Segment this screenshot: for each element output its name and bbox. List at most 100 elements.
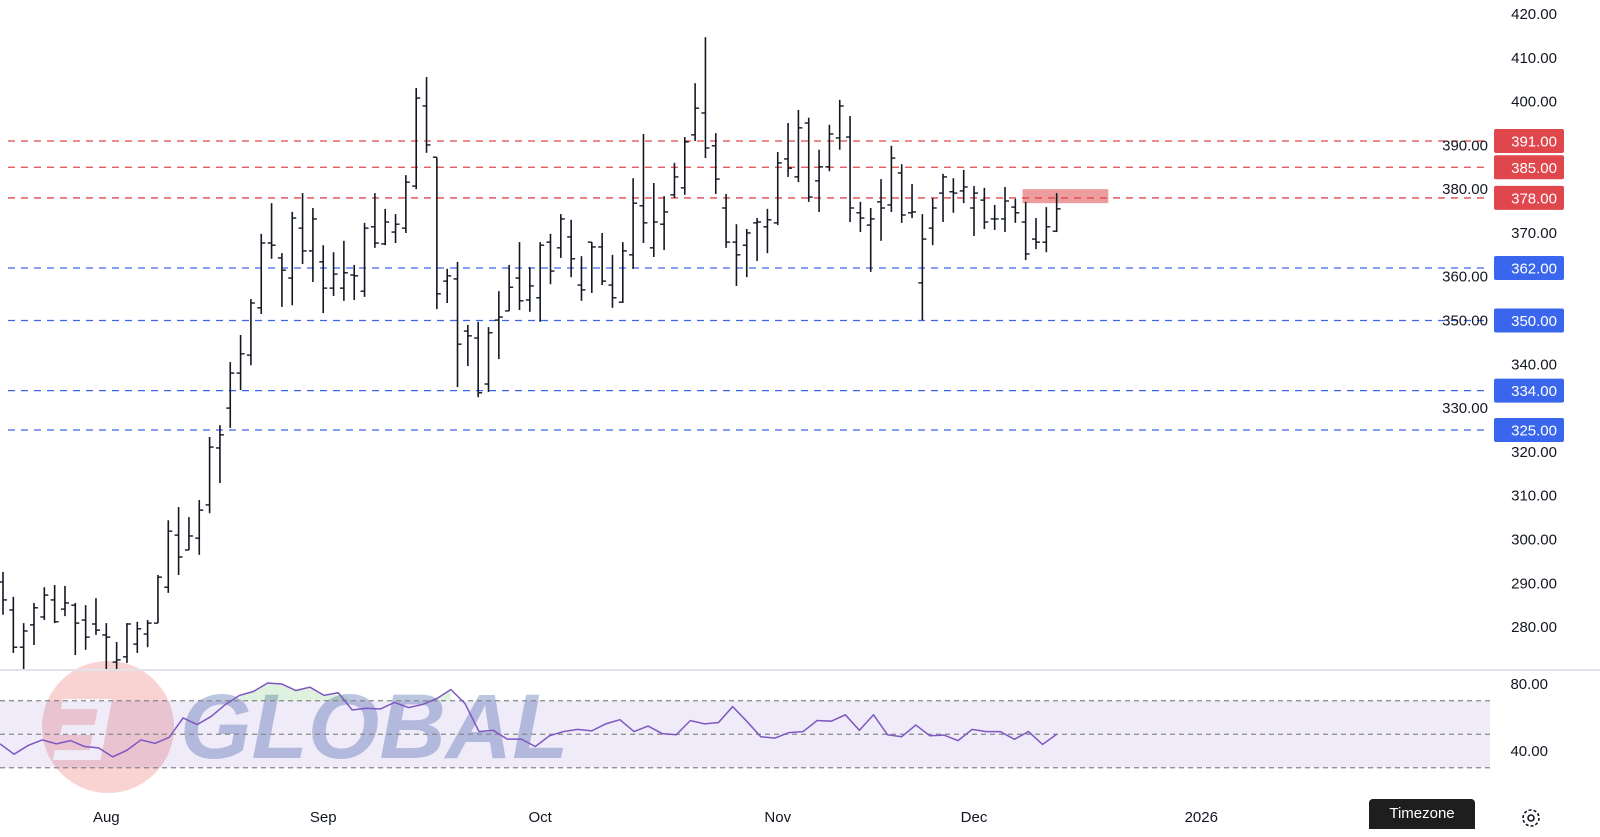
ohlc-bar (1042, 207, 1051, 253)
ohlc-bar (546, 233, 555, 285)
time-tick-label: Oct (528, 809, 552, 826)
ohlc-bar (102, 623, 111, 670)
price-tick-label: 320.00 (1511, 444, 1557, 461)
ohlc-bar (133, 621, 142, 653)
ohlc-bar (856, 201, 865, 233)
price-tick-label: 420.00 (1511, 6, 1557, 23)
ohlc-bar (618, 242, 627, 304)
ohlc-bar (649, 183, 658, 258)
ohlc-bar (432, 156, 441, 310)
ohlc-bar (71, 602, 80, 656)
ohlc-bar (215, 425, 224, 483)
level-badge-label: 385.00 (1511, 160, 1557, 177)
ohlc-bar (226, 362, 235, 428)
ohlc-bar (536, 242, 545, 322)
rsi-tick-label: 40.00 (1510, 743, 1548, 760)
ohlc-bar (81, 605, 90, 650)
ohlc-bar (742, 229, 751, 278)
ohlc-bar (29, 602, 38, 646)
horizontal-levels (8, 140, 1490, 431)
price-tick-label: 340.00 (1511, 356, 1557, 373)
ohlc-bar (505, 264, 514, 312)
level-badge-label: 334.00 (1511, 383, 1557, 400)
ohlc-bar (773, 151, 782, 226)
ohlc-bar (277, 253, 286, 307)
ohlc-bar (60, 585, 69, 617)
ohlc-bar (815, 149, 824, 212)
ohlc-bar (412, 88, 421, 190)
level-badge-label: 325.00 (1511, 423, 1557, 440)
rsi-tick-label: 80.00 (1510, 676, 1548, 693)
ohlc-bar (825, 124, 834, 172)
price-tick-label: 310.00 (1511, 488, 1557, 505)
ohlc-bar (846, 116, 855, 223)
ohlc-bar (298, 193, 307, 265)
ohlc-bar (91, 598, 100, 635)
ohlc-bar (990, 204, 999, 230)
gear-icon[interactable] (1519, 806, 1543, 830)
price-tick-label: 360.00 (1442, 269, 1488, 286)
ohlc-bar (370, 193, 379, 248)
ohlc-bar (970, 186, 979, 237)
level-badges: 391.00 385.00 378.00 362.00 350.00 334.00 325.… (1494, 128, 1564, 443)
price-tick-label: 370.00 (1511, 225, 1557, 242)
ohlc-bar (680, 137, 689, 195)
watermark-circle-icon (42, 661, 174, 793)
ohlc-bar (463, 324, 472, 367)
ohlc-bar (598, 232, 607, 286)
ohlc-bar (112, 641, 121, 670)
ohlc-bar (639, 133, 648, 244)
time-axis[interactable]: Aug Sep Oct Nov Dec 2026 (93, 809, 1218, 826)
ohlc-bar (887, 145, 896, 212)
highlight-zone[interactable] (1022, 189, 1109, 204)
level-badge-label: 391.00 (1511, 133, 1557, 150)
ohlc-bar (40, 587, 49, 621)
price-tick-label: 400.00 (1511, 94, 1557, 111)
ohlc-bar (153, 574, 162, 624)
ohlc-bar (195, 500, 204, 555)
price-axis[interactable]: 420.00 410.00 400.00 390.00 380.00 370.00 360.… (1442, 6, 1557, 636)
price-tick-label: 330.00 (1442, 400, 1488, 417)
ohlc-bar (19, 623, 28, 670)
ohlc-bar (1052, 193, 1061, 233)
watermark-logo: Ǝ GLOBAL (42, 661, 568, 793)
ohlc-bar (959, 169, 968, 204)
ohlc-bar (122, 623, 131, 663)
time-tick-label: Nov (764, 809, 791, 826)
ohlc-bar (587, 241, 596, 293)
rsi-pane[interactable]: 80.00 40.00 (0, 676, 1548, 769)
ohlc-bar (608, 254, 617, 308)
ohlc-bar (164, 520, 173, 593)
rsi-overbought-fill (239, 682, 451, 701)
ohlc-bar (804, 117, 813, 202)
ohlc-bar (949, 178, 958, 213)
ohlc-bar (556, 214, 565, 258)
price-tick-label: 380.00 (1442, 181, 1488, 198)
ohlc-bar (329, 252, 338, 297)
ohlc-bar (877, 179, 886, 241)
ohlc-bar (494, 291, 503, 360)
price-tick-label: 280.00 (1511, 619, 1557, 636)
ohlc-bar (339, 240, 348, 301)
ohlc-bar (908, 183, 917, 219)
ohlc-bar (205, 437, 214, 514)
timezone-button[interactable]: Timezone (1369, 799, 1475, 829)
ohlc-bar (897, 164, 906, 223)
ohlc-bar (319, 245, 328, 314)
level-badge (1494, 378, 1564, 403)
ohlc-bar (267, 203, 276, 259)
ohlc-bar (1021, 201, 1030, 261)
ohlc-bar (1032, 218, 1040, 250)
ohlc-bar (143, 620, 152, 648)
ohlc-bar (1011, 198, 1020, 223)
price-tick-label: 300.00 (1511, 531, 1557, 548)
ohlc-bar (453, 261, 462, 388)
ohlc-bar (866, 207, 875, 272)
ohlc-bar (918, 214, 927, 321)
price-bars (0, 37, 1061, 670)
ohlc-bar (1001, 186, 1010, 233)
level-badge (1494, 185, 1564, 210)
price-tick-label: 290.00 (1511, 575, 1557, 592)
ohlc-bar (184, 517, 193, 551)
